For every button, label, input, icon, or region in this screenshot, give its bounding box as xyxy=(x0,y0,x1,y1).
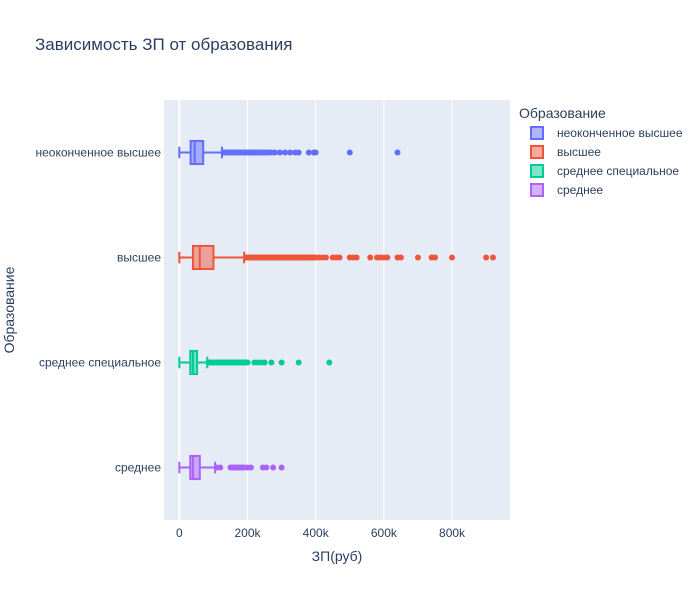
outlier-point xyxy=(278,464,285,471)
iqr-box xyxy=(191,244,215,271)
y-tick-label: среднее специальное xyxy=(39,356,161,370)
legend-item: неоконченное высшее xyxy=(530,126,683,140)
plot-area xyxy=(164,100,510,520)
outlier-point xyxy=(305,149,312,156)
outlier-point xyxy=(278,359,285,366)
box-series xyxy=(178,139,401,166)
outlier-point xyxy=(295,359,302,366)
legend-swatch xyxy=(530,145,544,159)
outlier-point xyxy=(449,254,456,261)
outlier-point xyxy=(397,254,404,261)
outlier-point xyxy=(268,359,275,366)
legend-title: Образование xyxy=(519,105,606,121)
outlier-point xyxy=(322,254,329,261)
outlier-point xyxy=(287,149,294,156)
outlier-point xyxy=(271,149,278,156)
legend-item: высшее xyxy=(530,145,601,159)
x-tick-label: 0 xyxy=(176,526,183,540)
chart-title: Зависимость ЗП от образования xyxy=(35,35,292,54)
legend-swatch xyxy=(530,126,544,140)
iqr-box xyxy=(189,454,201,481)
legend: Образование неоконченное высшее высшее сре… xyxy=(519,105,683,197)
outlier-point xyxy=(414,254,421,261)
outlier-point xyxy=(247,464,254,471)
y-tick-label: неоконченное высшее xyxy=(36,146,162,160)
outlier-point xyxy=(261,359,268,366)
legend-item: среднее специальное xyxy=(530,164,679,178)
y-tick-label: высшее xyxy=(117,251,161,265)
y-tick-labels: неоконченное высшее высшее среднее специал… xyxy=(36,146,162,475)
y-axis-title: Образование xyxy=(1,266,17,353)
y-tick-label: среднее xyxy=(115,461,161,475)
iqr-box xyxy=(189,139,205,166)
outlier-point xyxy=(489,254,496,261)
outlier-point xyxy=(384,254,391,261)
x-tick-label: 200k xyxy=(235,526,262,540)
outlier-point xyxy=(312,149,319,156)
legend-label: среднее xyxy=(557,183,603,197)
outlier-point xyxy=(263,464,270,471)
outlier-point xyxy=(367,254,374,261)
x-tick-label: 400k xyxy=(303,526,330,540)
outlier-point xyxy=(326,359,333,366)
outlier-point xyxy=(270,464,277,471)
legend-items: неоконченное высшее высшее среднее специал… xyxy=(530,126,683,197)
outlier-point xyxy=(432,254,439,261)
boxes xyxy=(178,139,496,481)
outlier-point xyxy=(346,149,353,156)
outlier-point xyxy=(394,149,401,156)
x-tick-labels: 0 200k 400k 600k 800k xyxy=(176,526,466,540)
box-series xyxy=(178,244,496,271)
outlier-point xyxy=(336,254,343,261)
box-series xyxy=(178,454,285,481)
x-axis-title: ЗП(руб) xyxy=(312,548,363,564)
outlier-point xyxy=(282,149,289,156)
outlier-point xyxy=(244,359,251,366)
outlier-point xyxy=(353,254,360,261)
gridlines xyxy=(178,100,453,520)
legend-item: среднее xyxy=(530,183,603,197)
outlier-point xyxy=(217,464,224,471)
outlier-point xyxy=(295,149,302,156)
box-series xyxy=(178,349,333,376)
legend-swatch xyxy=(530,183,544,197)
x-tick-label: 600k xyxy=(371,526,398,540)
legend-label: высшее xyxy=(557,145,601,159)
x-tick-label: 800k xyxy=(439,526,466,540)
outlier-point xyxy=(483,254,490,261)
legend-swatch xyxy=(530,164,544,178)
legend-label: неоконченное высшее xyxy=(557,126,683,140)
legend-label: среднее специальное xyxy=(557,164,679,178)
outlier-point xyxy=(276,149,283,156)
